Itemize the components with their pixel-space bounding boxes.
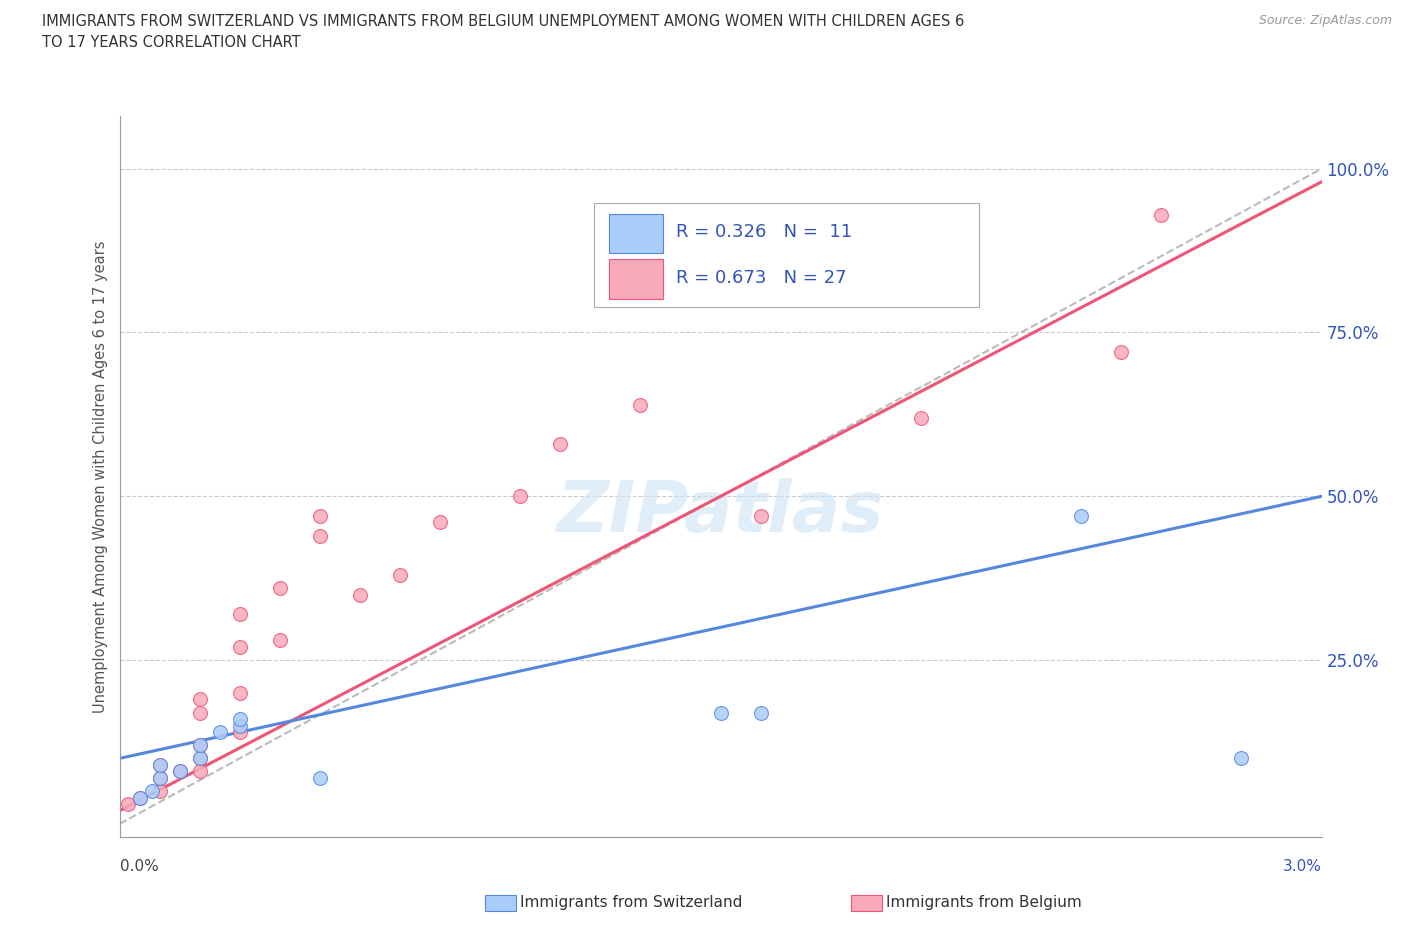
Point <box>149 771 172 786</box>
Text: 3.0%: 3.0% <box>1282 858 1322 873</box>
Text: Immigrants from Belgium: Immigrants from Belgium <box>886 895 1081 910</box>
Point <box>149 771 172 786</box>
Point <box>309 771 332 786</box>
Point <box>128 790 150 805</box>
Point <box>149 757 172 772</box>
Point <box>509 489 531 504</box>
Point <box>228 606 252 621</box>
Point <box>169 764 191 779</box>
Point <box>188 764 211 779</box>
Point <box>269 633 291 648</box>
Point <box>141 784 163 799</box>
Point <box>228 640 252 655</box>
Point <box>128 790 150 805</box>
Bar <box>609 214 662 253</box>
Point <box>429 515 451 530</box>
Point <box>188 737 211 752</box>
Point <box>1070 509 1092 524</box>
Point <box>388 567 412 582</box>
Point <box>749 509 772 524</box>
Y-axis label: Unemployment Among Women with Children Ages 6 to 17 years: Unemployment Among Women with Children A… <box>93 240 108 713</box>
Text: Immigrants from Switzerland: Immigrants from Switzerland <box>520 895 742 910</box>
Point <box>188 751 211 765</box>
Point <box>910 410 932 425</box>
Point <box>228 685 252 700</box>
Text: IMMIGRANTS FROM SWITZERLAND VS IMMIGRANTS FROM BELGIUM UNEMPLOYMENT AMONG WOMEN : IMMIGRANTS FROM SWITZERLAND VS IMMIGRANT… <box>42 14 965 29</box>
Point <box>208 724 231 739</box>
Point <box>309 528 332 543</box>
Point <box>349 587 371 602</box>
Point <box>1230 751 1253 765</box>
Point <box>309 509 332 524</box>
Point <box>228 718 252 733</box>
Point <box>548 436 571 451</box>
Text: R = 0.326   N =  11: R = 0.326 N = 11 <box>676 223 852 241</box>
FancyBboxPatch shape <box>595 203 979 307</box>
Point <box>117 797 139 812</box>
Point <box>188 692 211 707</box>
Point <box>630 397 652 412</box>
Text: R = 0.673   N = 27: R = 0.673 N = 27 <box>676 269 846 286</box>
Point <box>1111 345 1133 360</box>
Point <box>269 580 291 595</box>
Point <box>228 724 252 739</box>
Text: TO 17 YEARS CORRELATION CHART: TO 17 YEARS CORRELATION CHART <box>42 35 301 50</box>
Point <box>228 711 252 726</box>
Point <box>188 737 211 752</box>
Text: Source: ZipAtlas.com: Source: ZipAtlas.com <box>1258 14 1392 27</box>
Text: 0.0%: 0.0% <box>120 858 159 873</box>
Point <box>169 764 191 779</box>
Point <box>188 705 211 720</box>
Text: ZIPatlas: ZIPatlas <box>557 478 884 547</box>
Point <box>709 705 731 720</box>
Point <box>149 784 172 799</box>
Point <box>188 751 211 765</box>
Point <box>1150 207 1173 222</box>
Bar <box>609 259 662 299</box>
Point <box>149 757 172 772</box>
Point <box>749 705 772 720</box>
